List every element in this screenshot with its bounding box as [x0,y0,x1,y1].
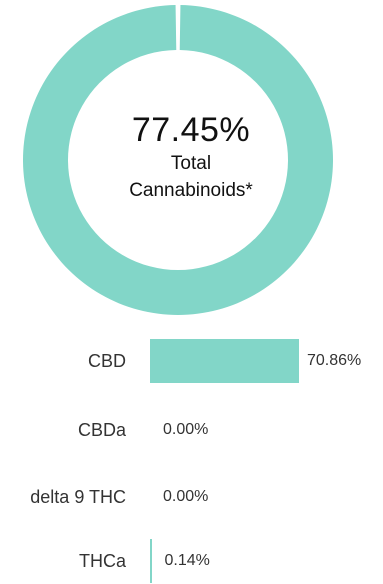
bar-category-label: CBD [87,351,126,371]
donut-center-text: 77.45% Total Cannabinoids* [91,110,291,204]
bar-row-delta-9-thc: delta 9 THC 0.00% [0,474,383,520]
total-cannabinoids-value: 77.45% [131,111,251,149]
bar-category-label: delta 9 THC [30,487,126,507]
bar-row-thca: THCa 0.14% [0,538,383,584]
cannabinoids-label: Cannabinoids* [129,180,253,201]
bar-row-cbda: CBDa 0.00% [0,407,383,453]
bar-category-label: CBDa [77,420,126,440]
bar-thca [150,539,152,583]
bar-row-cbd: CBD 70.86% [0,338,383,384]
cannabinoid-bar-chart: CBD 70.86% CBDa 0.00% delta 9 THC 0.00% … [0,330,383,583]
bar-value-label: 0.00% [163,421,209,438]
bar-value-label: 70.86% [307,352,362,369]
bar-category-label: THCa [78,551,126,571]
bar-cbd [150,339,299,383]
total-label: Total [170,153,212,174]
bar-value-label: 0.14% [164,552,210,569]
bar-value-label: 0.00% [163,488,209,505]
